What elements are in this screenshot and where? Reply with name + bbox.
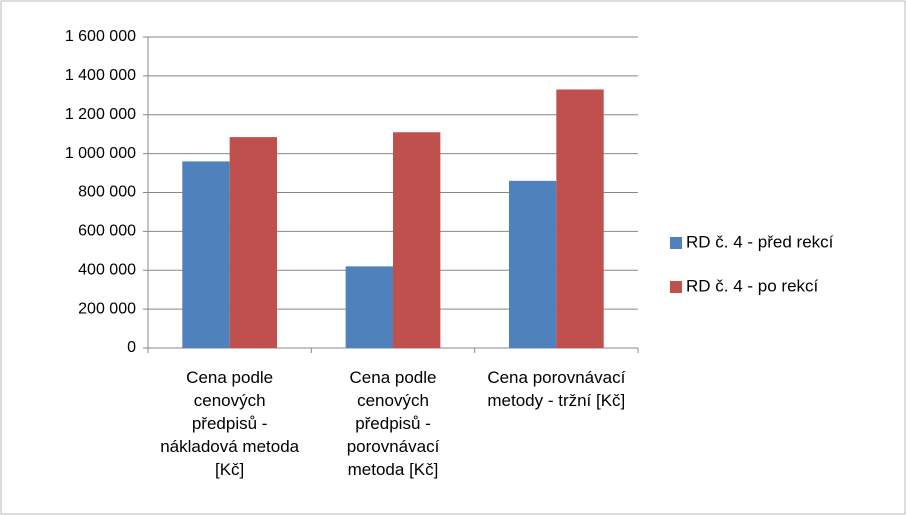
bar (393, 132, 441, 348)
y-tick-label: 800 000 (78, 184, 136, 201)
legend-label: RD č. 4 - před rekcí (686, 232, 834, 251)
legend-label: RD č. 4 - po rekcí (686, 276, 819, 295)
bar (182, 161, 230, 348)
legend-swatch (670, 281, 682, 293)
y-tick-label: 1 400 000 (65, 67, 136, 84)
bar (556, 89, 604, 348)
y-tick-label: 400 000 (78, 261, 136, 278)
x-tick-label: Cena podle cenových předpisů - porovnáva… (346, 368, 440, 479)
bar (229, 137, 278, 348)
y-tick-label: 600 000 (78, 223, 136, 240)
y-tick-label: 0 (127, 339, 136, 356)
legend-swatch (670, 237, 682, 249)
y-tick-label: 1 600 000 (65, 28, 136, 45)
y-tick-label: 200 000 (78, 300, 136, 317)
y-tick-label: 1 200 000 (65, 106, 136, 123)
bar (508, 180, 557, 348)
x-tick-label: Cena podle cenových předpisů - nákladová… (160, 368, 300, 479)
y-tick-label: 1 000 000 (65, 145, 136, 162)
bar (345, 266, 393, 348)
x-tick-label: Cena porovnávací metody - tržní [Kč] (487, 368, 626, 410)
